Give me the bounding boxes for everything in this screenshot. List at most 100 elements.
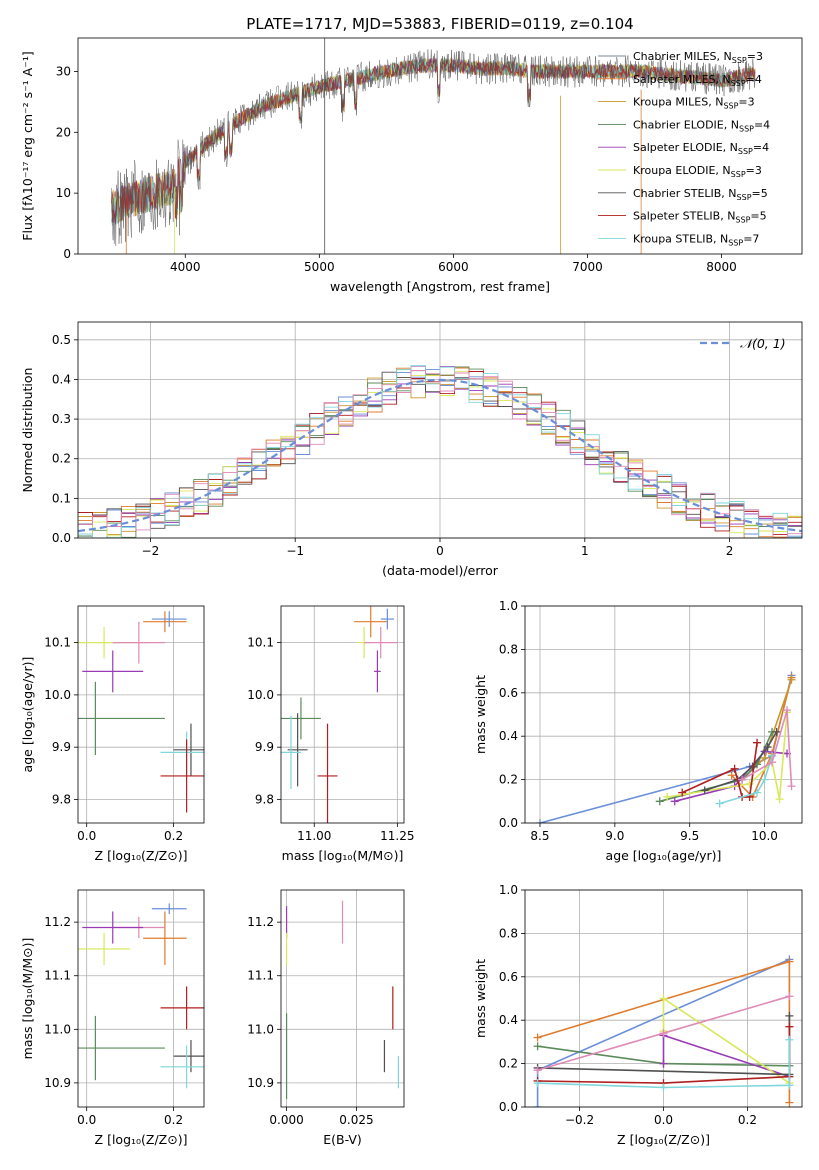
y-tick-label: 0 <box>63 247 71 261</box>
series-marker <box>533 1079 542 1088</box>
series-marker <box>753 738 762 747</box>
series-marker <box>738 775 747 784</box>
series-marker <box>533 1042 542 1051</box>
series-line <box>704 731 778 792</box>
x-tick-label: 2 <box>726 544 734 558</box>
series-marker <box>659 1059 668 1068</box>
series-marker <box>700 786 709 795</box>
panel-age-vs-mass: 11.00 11.25 9.8 9.9 10.0 10.1 mass [log₁₀(M/M⊙… <box>247 605 415 863</box>
x-tick-label: 9.5 <box>680 829 699 843</box>
y-tick-label: 0.3 <box>52 412 71 426</box>
series-line <box>741 709 793 787</box>
plot-area <box>285 900 400 1099</box>
legend-label: Chabrier ELODIE, NSSP=4 <box>633 118 770 133</box>
x-tick-label: 0.0 <box>77 829 96 843</box>
x-axis-label: Z [log₁₀(Z/Z⊙)] <box>617 1132 710 1147</box>
y-tick-label: 0.4 <box>52 372 71 386</box>
series-marker <box>715 799 724 808</box>
legend-label: Chabrier MILES, NSSP=3 <box>633 50 763 65</box>
x-tick-label: −0.2 <box>565 1113 594 1127</box>
series-marker <box>785 992 794 1001</box>
x-tick-label: −2 <box>142 544 160 558</box>
y-tick-label: 10.1 <box>247 636 274 650</box>
series-marker <box>785 1081 794 1090</box>
x-tick-label: 0.2 <box>164 1113 183 1127</box>
series-marker <box>772 727 781 736</box>
legend-label: Salpeter ELODIE, NSSP=4 <box>633 141 769 156</box>
x-tick-label: 4000 <box>170 260 201 274</box>
series-line <box>731 677 793 799</box>
y-axis-label: mass weight <box>473 959 488 1038</box>
x-axis-label: age [log₁₀(age/yr)] <box>606 848 722 863</box>
series-marker <box>785 1022 794 1031</box>
series-marker <box>655 797 664 806</box>
y-tick-label: 20 <box>56 125 71 139</box>
series-marker <box>663 792 672 801</box>
y-tick-label: 10.0 <box>44 688 71 702</box>
x-tick-label: 8000 <box>706 260 737 274</box>
x-tick-label: 0 <box>436 544 444 558</box>
legend-label: Salpeter MILES, NSSP=4 <box>633 73 762 88</box>
x-axis-label: (data-model)/error <box>382 563 499 578</box>
y-tick-label: 0.8 <box>499 926 518 940</box>
panel-mass-vs-ebv: 0.000 0.025 10.9 11.0 11.1 11.2 E(B-V) <box>247 889 405 1147</box>
y-tick-label: 30 <box>56 64 71 78</box>
x-tick-label: 6000 <box>438 260 469 274</box>
plot-area <box>533 955 794 1107</box>
x-axis-label: Z [log₁₀(Z/Z⊙)] <box>95 848 188 863</box>
series-marker <box>768 758 777 767</box>
panel-spectrum: 4000 5000 6000 7000 8000 0 10 20 30 wavelength [A… <box>20 37 803 294</box>
y-tick-label: 0.0 <box>499 1100 518 1114</box>
series-marker <box>745 779 754 788</box>
spectrum-line <box>111 49 756 246</box>
axes-frame <box>77 889 205 1108</box>
x-tick-label: 9.0 <box>605 829 624 843</box>
x-tick-label: 0.2 <box>164 829 183 843</box>
series-marker <box>670 797 679 806</box>
legend-label: 𝒩(0, 1) <box>740 336 786 351</box>
series-marker <box>535 819 544 823</box>
series-marker <box>659 1029 668 1038</box>
plot-area <box>535 671 796 823</box>
y-axis-label: Flux [fλ10⁻¹⁷ erg cm⁻² s⁻¹ A⁻¹] <box>20 51 35 240</box>
y-axis-label: mass [log₁₀(M/M⊙)] <box>20 938 35 1060</box>
series-marker <box>533 1103 542 1107</box>
y-tick-label: 0.4 <box>499 1013 518 1027</box>
y-tick-label: 0.2 <box>52 452 71 466</box>
y-tick-label: 10.0 <box>247 688 274 702</box>
histogram-step <box>78 370 802 538</box>
series-marker <box>659 994 668 1003</box>
y-tick-label: 0.6 <box>499 970 518 984</box>
series-marker <box>785 957 794 966</box>
axes-frame <box>280 605 405 824</box>
y-tick-label: 0.4 <box>499 729 518 743</box>
series-line <box>537 1039 791 1089</box>
y-axis-label: mass weight <box>473 675 488 754</box>
series-marker <box>748 762 757 771</box>
legend-label: Kroupa MILES, NSSP=3 <box>633 96 755 111</box>
y-tick-label: 0.1 <box>52 491 71 505</box>
y-tick-label: 9.8 <box>52 792 71 806</box>
y-tick-label: 9.9 <box>255 740 274 754</box>
x-tick-label: 11.25 <box>380 829 414 843</box>
panel-massweight-vs-Z: −0.2 0.0 0.2 0.0 0.2 0.4 0.6 0.8 1.0 Z [log₁₀(Z/Z… <box>473 883 803 1147</box>
y-tick-label: 0.6 <box>499 686 518 700</box>
series-line <box>539 675 793 823</box>
series-marker <box>785 1011 794 1020</box>
x-tick-label: 7000 <box>572 260 603 274</box>
x-tick-label: 0.025 <box>339 1113 373 1127</box>
legend-label: Kroupa STELIB, NSSP=7 <box>633 232 759 247</box>
series-marker <box>783 706 792 715</box>
plot-area <box>281 606 398 823</box>
series-marker <box>787 782 796 791</box>
axes-frame <box>280 889 405 1108</box>
panel-age-vs-Z: 0.0 0.2 9.8 9.9 10.0 10.1 Z [log₁₀(Z/Z⊙)] age [… <box>20 605 205 863</box>
x-tick-label: 8.5 <box>530 829 549 843</box>
series-marker <box>785 1098 794 1107</box>
y-tick-label: 0.5 <box>52 333 71 347</box>
x-axis-label: mass [log₁₀(M/M⊙)] <box>282 848 404 863</box>
figure-title: PLATE=1717, MJD=53883, FIBERID=0119, z=0… <box>246 15 633 33</box>
series-marker <box>787 675 796 684</box>
series-line <box>719 755 773 805</box>
y-tick-label: 0.0 <box>52 531 71 545</box>
